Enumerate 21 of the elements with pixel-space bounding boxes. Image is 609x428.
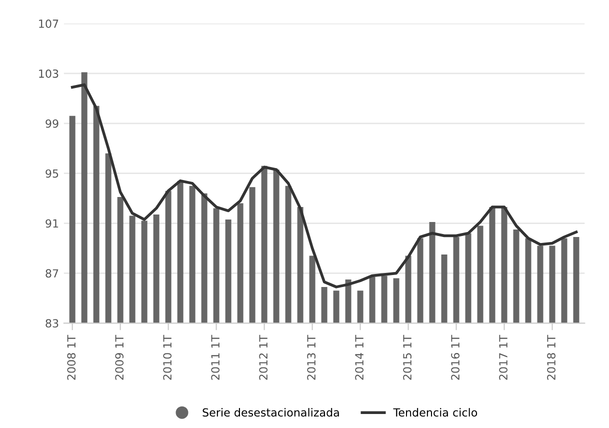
legend-label: Serie desestacionalizada	[202, 408, 339, 417]
y-tick-label: 107	[39, 20, 58, 28]
x-tick-label: 2016 1T	[451, 334, 460, 380]
x-tick-label: 2010 1T	[163, 334, 172, 380]
x-tick-label: 2017 1T	[499, 334, 508, 380]
x-tick-label: 2009 1T	[115, 334, 124, 380]
y-tick-label: 95	[46, 169, 58, 178]
x-tick-label: 2013 1T	[307, 334, 316, 380]
x-tick-label: 2015 1T	[403, 334, 412, 380]
x-tick-label: 2014 1T	[355, 334, 364, 380]
x-tick-label: 2008 1T	[67, 334, 76, 380]
y-tick-label: 87	[46, 269, 58, 278]
y-tick-label: 83	[46, 319, 58, 328]
x-tick-label: 2011 1T	[211, 334, 220, 380]
legend-label: Tendencia ciclo	[393, 408, 478, 417]
x-tick-label: 2012 1T	[259, 334, 268, 380]
y-tick-label: 99	[46, 119, 58, 128]
line-series	[70, 83, 578, 288]
y-tick-label: 103	[39, 69, 58, 78]
x-tick-label: 2018 1T	[547, 334, 556, 380]
y-tick-label: 91	[46, 219, 58, 228]
